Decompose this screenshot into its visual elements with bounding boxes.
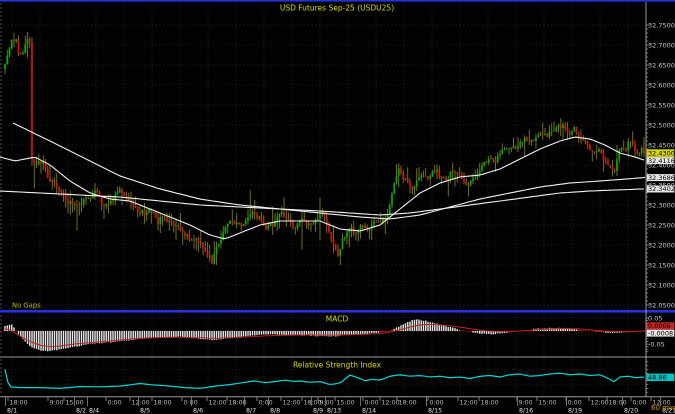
- price-tick-label: 32.50000: [648, 121, 675, 129]
- rsi-line: [4, 369, 645, 390]
- ma-fast: [0, 136, 645, 240]
- svg-text:48.86: 48.86: [648, 374, 667, 382]
- time-tick-label: 0:00: [430, 400, 444, 407]
- price-tick-label: 32.05000: [648, 301, 675, 309]
- ma-medium-badge: 32.36869: [646, 174, 675, 182]
- time-tick-label: 0:00: [184, 400, 198, 407]
- time-tick-label: 12:00: [591, 400, 609, 407]
- time-tick-label: 18:00: [304, 400, 322, 407]
- macd-value-badge: 0.0006: [646, 322, 675, 330]
- date-tick-label: 8/6: [193, 408, 203, 414]
- ma-medium: [12, 122, 646, 220]
- date-tick-label: 8/19: [568, 408, 582, 414]
- top-window-edge: [0, 0, 675, 2]
- time-tick-label: 9:00: [519, 400, 533, 407]
- macd-panel-title: MACD: [326, 315, 349, 324]
- time-tick-label: 15:00: [337, 400, 355, 407]
- price-tick-label: 32.45000: [648, 141, 675, 149]
- svg-text:32.43000: 32.43000: [648, 149, 675, 157]
- date-tick-label: 8/16: [519, 408, 533, 414]
- interval-label: 60 min: [651, 404, 675, 412]
- svg-text:32.36869: 32.36869: [648, 174, 675, 182]
- moving-average-lines: [0, 122, 646, 240]
- time-tick-label: 0:00: [568, 400, 582, 407]
- date-tick-label: 8/4: [89, 408, 99, 414]
- time-axis-labels[interactable]: 18:009:0015:000:0012:0018:000:0012:0018:…: [5, 397, 675, 414]
- time-tick-label: 12:00: [283, 400, 301, 407]
- macd-axis-bottom: -0.05: [648, 340, 665, 348]
- time-tick-label: 18:00: [10, 400, 28, 407]
- date-tick-label: 8/15: [428, 408, 442, 414]
- time-tick-label: 12:00: [382, 400, 400, 407]
- last-price-badge: 32.43000: [646, 149, 675, 157]
- time-tick-label: 18:00: [609, 400, 627, 407]
- date-tick-label: 8/20: [624, 408, 638, 414]
- macd-histogram: [4, 319, 646, 352]
- date-tick-label: 8/8: [270, 408, 280, 414]
- price-tick-label: 32.60000: [648, 81, 675, 89]
- date-tick-label: 8/9: [313, 408, 323, 414]
- gridlines: [0, 2, 646, 396]
- candlestick-series[interactable]: [4, 32, 645, 266]
- date-tick-label: 8/5: [140, 408, 150, 414]
- price-tick-label: 32.35000: [648, 181, 675, 189]
- time-tick-label: 9:00: [320, 400, 334, 407]
- time-tick-label: 12:00: [460, 400, 478, 407]
- time-tick-label: 18:00: [229, 400, 247, 407]
- ma-fast-badge: 32.41160: [646, 157, 675, 165]
- time-tick-label: 18:00: [399, 400, 417, 407]
- date-tick-label: 8/13: [327, 408, 341, 414]
- time-tick-label: 0:00: [633, 400, 647, 407]
- date-tick-label: 8/21: [662, 408, 675, 414]
- time-tick-label: 0:00: [108, 400, 122, 407]
- time-tick-label: 18:00: [481, 400, 499, 407]
- macd-axis-top: 0.05: [648, 314, 662, 322]
- price-tick-label: 32.70000: [648, 41, 675, 49]
- price-tick-label: 32.10000: [648, 281, 675, 289]
- date-tick-label: 8/7: [246, 408, 256, 414]
- svg-text:0.0006: 0.0006: [648, 322, 671, 330]
- no-gaps-label: No Gaps: [12, 302, 41, 310]
- rsi-series-line: [4, 369, 645, 390]
- price-axis-labels[interactable]: 32.75000 32.70000 32.65000 32.60000 32.55000…: [648, 21, 675, 309]
- price-tick-label: 32.25000: [648, 221, 675, 229]
- macd-signal-badge: -0.0008: [646, 329, 675, 337]
- price-tick-label: 32.75000: [648, 21, 675, 29]
- svg-text:-0.0008: -0.0008: [648, 329, 673, 337]
- rsi-value-badge: 48.86: [646, 373, 675, 382]
- time-tick-label: 0:00: [365, 400, 379, 407]
- date-tick-label: 8/14: [362, 408, 376, 414]
- axis-ticks: [0, 3, 650, 393]
- date-tick-label: 8/2: [76, 408, 86, 414]
- rsi-panel-title: Relative Strength Index: [293, 361, 382, 370]
- price-tick-label: 32.40000: [648, 161, 675, 169]
- time-tick-label: 12:00: [653, 400, 671, 407]
- macd-signal-line: [4, 324, 646, 348]
- price-tick-label: 32.65000: [648, 61, 675, 69]
- chart-title: USD Futures Sep-25 (USDU25): [280, 4, 394, 13]
- time-tick-label: 12:00: [209, 400, 227, 407]
- svg-text:32.41160: 32.41160: [648, 157, 675, 165]
- date-tick-label: 8/1: [7, 408, 17, 414]
- time-tick-label: 0:00: [259, 400, 273, 407]
- price-tick-label: 32.15000: [648, 261, 675, 269]
- price-tick-label: 32.20000: [648, 241, 675, 249]
- time-tick-label: 15:00: [539, 400, 557, 407]
- price-tick-label: 32.30000: [648, 201, 675, 209]
- time-tick-label: 9:00: [50, 400, 64, 407]
- price-tick-label: 32.55000: [648, 101, 675, 109]
- time-tick-label: 18:00: [154, 400, 172, 407]
- panel-divider-blue[interactable]: [0, 310, 675, 313]
- ma-slow: [0, 188, 645, 216]
- time-tick-label: 12:00: [132, 400, 150, 407]
